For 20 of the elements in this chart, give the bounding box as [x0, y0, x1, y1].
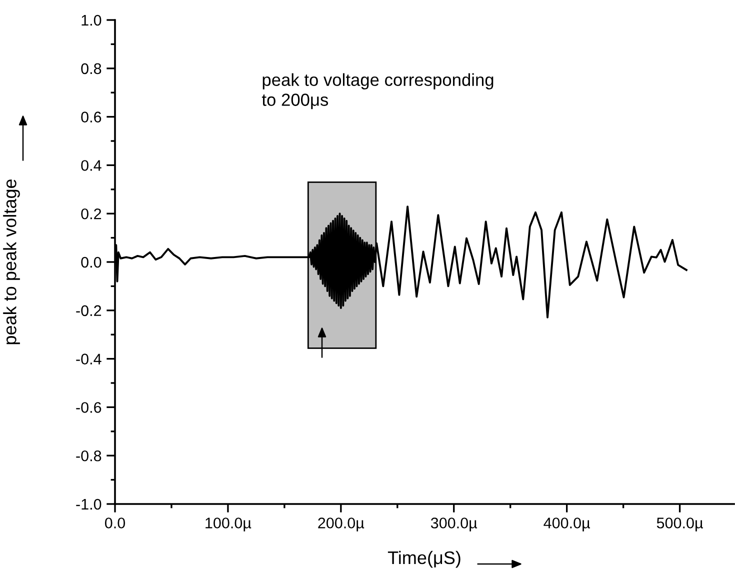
y-tick-label: 0.2	[81, 208, 102, 220]
x-tick-label: 200.0µ	[318, 518, 364, 532]
y-tick-label: 0.6	[81, 112, 102, 122]
y-tick-label: 1.0	[82, 14, 102, 26]
annotation: peak to voltage corresponding to 200μs	[262, 73, 494, 110]
y-axis-title: peak to peak voltage	[3, 179, 20, 344]
y-tick-label: 0.8	[81, 63, 102, 74]
y-tick-label: -0.8	[76, 450, 102, 462]
x-tick-label: 400.0µ	[544, 518, 590, 532]
y-tick-label: 0.0	[81, 256, 102, 268]
y-tick-label: -0.2	[76, 305, 102, 316]
y-tick-label: 0.4	[81, 160, 102, 171]
y-tick-label: -1.0	[76, 498, 102, 510]
x-tick-label: 300.0µ	[430, 518, 478, 532]
x-axis-title: Time(μS)	[388, 550, 460, 568]
x-tick-label: 0.0	[104, 518, 126, 528]
x-tick-label: 500.0µ	[656, 518, 703, 532]
x-tick-label: 100.0µ	[206, 518, 252, 532]
y-tick-label: -0.6	[76, 402, 102, 413]
y-tick-label: -0.4	[76, 354, 102, 364]
